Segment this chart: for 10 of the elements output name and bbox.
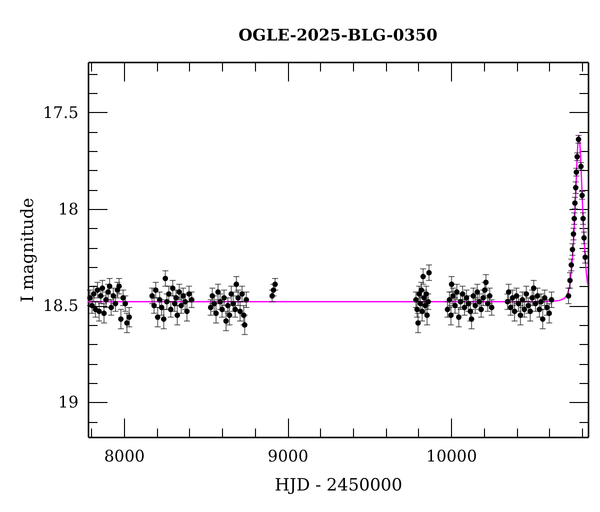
x-tick-label: 10000 (426, 446, 478, 466)
x-axis-title: HJD - 2450000 (274, 476, 402, 496)
y-axis-title: I magnitude (18, 198, 38, 302)
x-tick-label: 8000 (104, 446, 145, 466)
x-tick-label: 9000 (268, 446, 308, 466)
y-tick-label: 18 (58, 199, 78, 218)
y-tick-label: 17.5 (42, 102, 78, 122)
chart-title: OGLE-2025-BLG-0350 (238, 26, 438, 44)
y-tick-label: 18.5 (42, 296, 78, 316)
y-tick-label: 19 (58, 392, 78, 412)
